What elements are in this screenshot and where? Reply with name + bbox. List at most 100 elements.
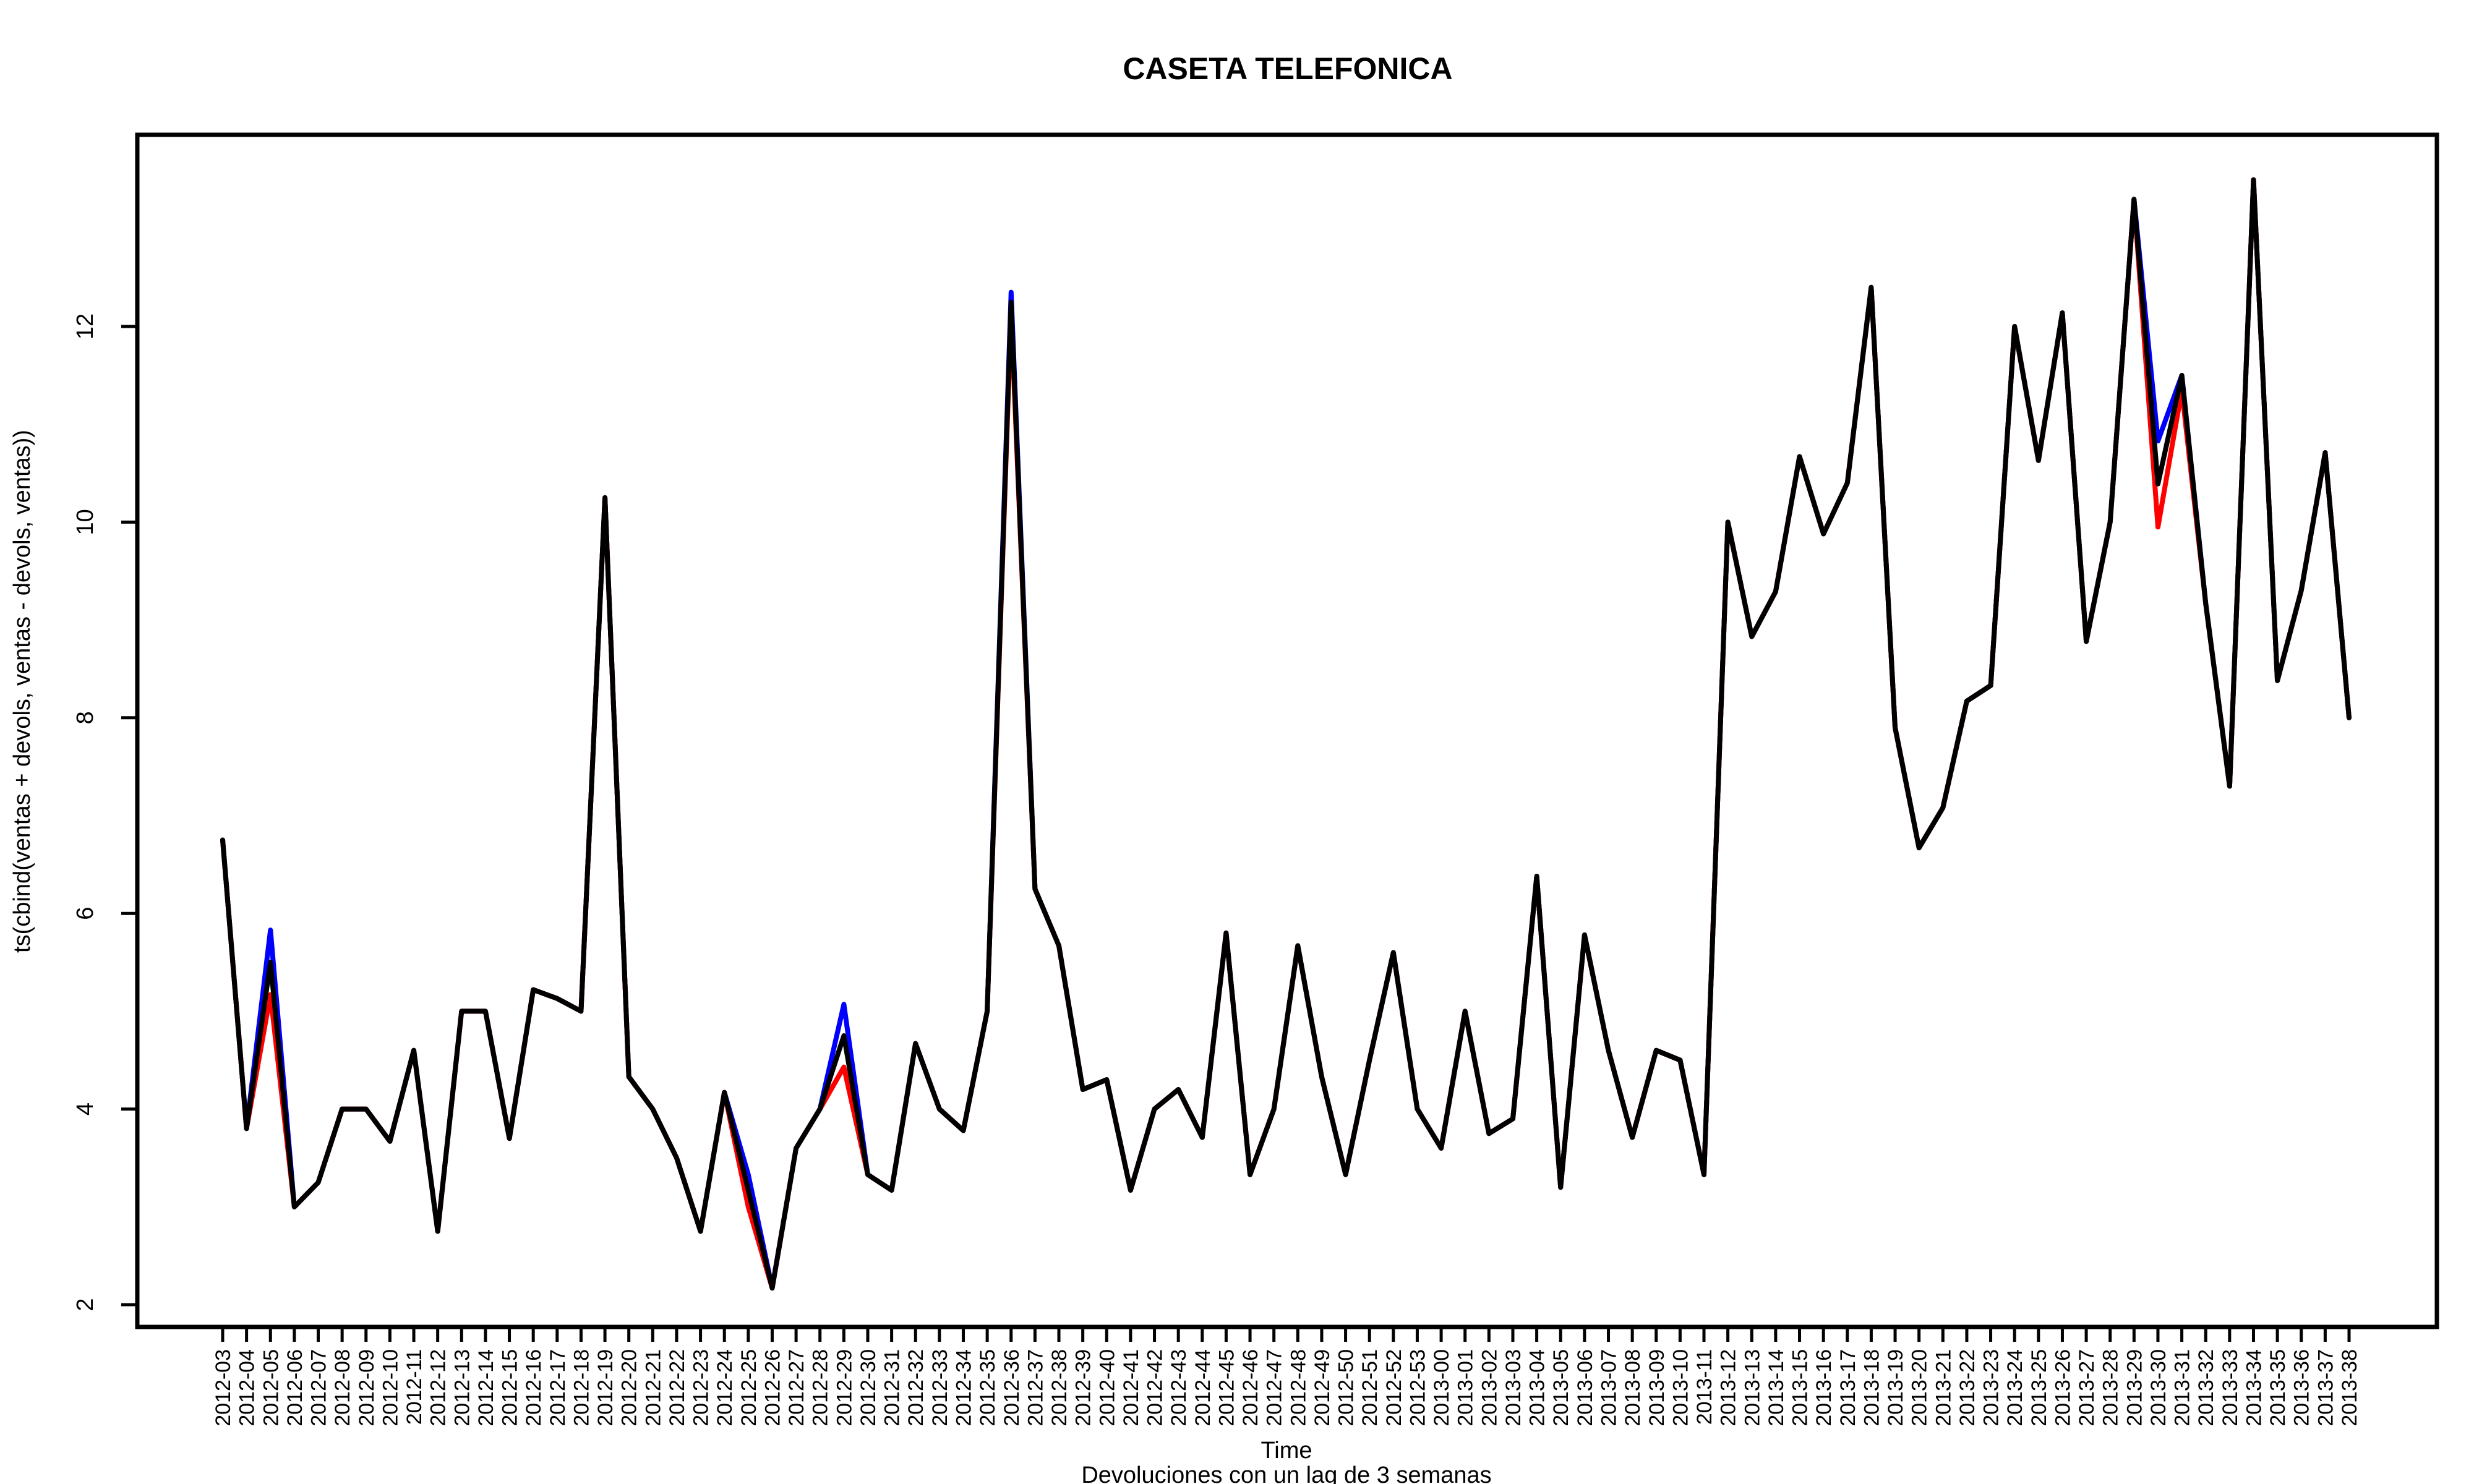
x-tick-label: 2012-06 (283, 1349, 307, 1426)
x-tick-label: 2012-11 (403, 1349, 426, 1425)
x-tick-label: 2013-10 (1669, 1349, 1692, 1426)
x-tick-label: 2012-09 (355, 1349, 379, 1426)
x-tick-label: 2012-51 (1358, 1349, 1382, 1426)
series-line-1 (220, 177, 2352, 1291)
x-tick-label: 2013-28 (2099, 1349, 2123, 1426)
x-tick-label: 2013-22 (1956, 1349, 1979, 1426)
x-tick-label: 2013-18 (1860, 1349, 1883, 1426)
x-tick-label: 2012-14 (474, 1349, 498, 1426)
x-tick-label: 2013-27 (2075, 1349, 2099, 1426)
y-axis-label: ts(cbind(ventas + devols, ventas - devol… (9, 430, 35, 953)
x-tick-label: 2013-33 (2219, 1349, 2242, 1426)
x-tick-label: 2012-32 (904, 1349, 928, 1426)
x-tick-label: 2012-07 (307, 1349, 331, 1426)
x-tick-label: 2012-27 (785, 1349, 808, 1426)
x-tick-label: 2012-13 (450, 1349, 474, 1426)
x-tick-label: 2013-07 (1597, 1349, 1620, 1426)
x-tick-label: 2012-42 (1144, 1349, 1167, 1426)
x-tick-label: 2013-25 (2027, 1349, 2051, 1426)
x-tick-label: 2013-37 (2314, 1349, 2337, 1426)
x-tick-label: 2012-18 (570, 1349, 593, 1426)
x-tick-label: 2012-12 (427, 1349, 450, 1426)
x-tick-label: 2012-33 (928, 1349, 952, 1426)
x-tick-label: 2012-10 (379, 1349, 402, 1426)
x-tick-label: 2012-05 (259, 1349, 283, 1426)
x-tick-label: 2012-40 (1095, 1349, 1119, 1426)
x-tick-label: 2012-25 (737, 1349, 761, 1426)
x-tick-label: 2013-34 (2242, 1349, 2266, 1426)
x-tick-label: 2013-13 (1740, 1349, 1764, 1426)
series-layer (220, 177, 2352, 1291)
x-tick-label: 2012-19 (594, 1349, 617, 1426)
x-tick-label: 2013-04 (1526, 1349, 1549, 1426)
x-tick-label: 2012-20 (618, 1349, 641, 1426)
x-tick-label: 2012-35 (976, 1349, 999, 1426)
x-tick-label: 2013-26 (2051, 1349, 2074, 1426)
x-tick-label: 2012-29 (833, 1349, 856, 1426)
x-axis-label: Time (1261, 1438, 1312, 1464)
x-tick-label: 2012-36 (1000, 1349, 1024, 1426)
x-tick-label: 2012-26 (761, 1349, 784, 1426)
x-tick-label: 2012-30 (857, 1349, 880, 1426)
x-tick-label: 2013-32 (2194, 1349, 2218, 1426)
x-tick-label: 2012-44 (1191, 1349, 1215, 1426)
x-tick-label: 2012-46 (1239, 1349, 1262, 1426)
x-tick-label: 2013-09 (1645, 1349, 1669, 1426)
x-tick-label: 2013-20 (1908, 1349, 1932, 1426)
x-tick-label: 2012-24 (713, 1349, 737, 1426)
x-tick-label: 2012-47 (1263, 1349, 1286, 1426)
x-tick-label: 2012-39 (1072, 1349, 1095, 1426)
y-tick-label: 8 (72, 711, 98, 724)
x-tick-label: 2012-48 (1286, 1349, 1310, 1426)
y-tick-label: 12 (72, 313, 98, 339)
x-tick-label: 2013-11 (1693, 1349, 1716, 1425)
x-tick-label: 2012-17 (546, 1349, 570, 1426)
x-tick-label: 2013-12 (1717, 1349, 1740, 1426)
y-tick-label: 6 (72, 907, 98, 920)
x-tick-label: 2013-21 (1932, 1349, 1955, 1426)
x-tick-label: 2012-37 (1024, 1349, 1047, 1426)
x-tick-label: 2013-03 (1502, 1349, 1525, 1426)
x-tick-label: 2013-24 (2003, 1349, 2027, 1426)
x-tick-label: 2012-43 (1167, 1349, 1191, 1426)
x-tick-label: 2012-50 (1335, 1349, 1358, 1426)
x-tick-label: 2012-53 (1406, 1349, 1429, 1426)
x-tick-label: 2013-16 (1812, 1349, 1836, 1426)
x-tick-label: 2012-08 (331, 1349, 354, 1426)
x-tick-label: 2013-14 (1765, 1349, 1788, 1426)
chart-title: CASETA TELEFONICA (1123, 51, 1452, 86)
x-axis: 2012-03 2012-04 2012-05 2012-06 2012-07 2012-… (212, 1327, 2361, 1426)
x-tick-label: 2012-45 (1215, 1349, 1238, 1426)
x-tick-label: 2012-31 (881, 1349, 904, 1426)
x-tick-label: 2013-17 (1836, 1349, 1860, 1426)
x-tick-label: 2012-23 (690, 1349, 713, 1426)
x-tick-label: 2013-38 (2338, 1349, 2361, 1426)
x-tick-label: 2012-52 (1382, 1349, 1406, 1426)
x-tick-label: 2013-36 (2290, 1349, 2314, 1426)
y-axis: 2 4 6 8 10 12 (72, 313, 137, 1311)
x-tick-label: 2012-22 (666, 1349, 689, 1426)
x-tick-label: 2013-15 (1789, 1349, 1812, 1426)
y-tick-label: 4 (72, 1102, 98, 1115)
x-tick-label: 2013-05 (1549, 1349, 1573, 1426)
series-line-3 (220, 177, 2352, 1291)
x-tick-label: 2012-04 (236, 1349, 259, 1426)
x-tick-label: 2012-38 (1048, 1349, 1071, 1426)
x-tick-label: 2013-31 (2171, 1349, 2194, 1426)
x-tick-label: 2013-06 (1573, 1349, 1597, 1426)
x-tick-label: 2013-30 (2147, 1349, 2170, 1426)
x-tick-label: 2013-00 (1430, 1349, 1453, 1426)
x-tick-label: 2013-23 (1980, 1349, 2003, 1426)
x-tick-label: 2013-08 (1621, 1349, 1645, 1426)
x-tick-label: 2012-16 (522, 1349, 546, 1426)
x-tick-label: 2012-15 (499, 1349, 522, 1426)
x-tick-label: 2013-29 (2123, 1349, 2146, 1426)
x-tick-label: 2013-01 (1454, 1349, 1478, 1426)
x-tick-label: 2012-28 (809, 1349, 833, 1426)
x-tick-label: 2012-41 (1119, 1349, 1143, 1426)
x-tick-label: 2013-19 (1884, 1349, 1907, 1426)
x-tick-label: 2013-35 (2266, 1349, 2290, 1426)
series-line-2 (220, 177, 2352, 1291)
x-tick-label: 2012-34 (952, 1349, 976, 1426)
